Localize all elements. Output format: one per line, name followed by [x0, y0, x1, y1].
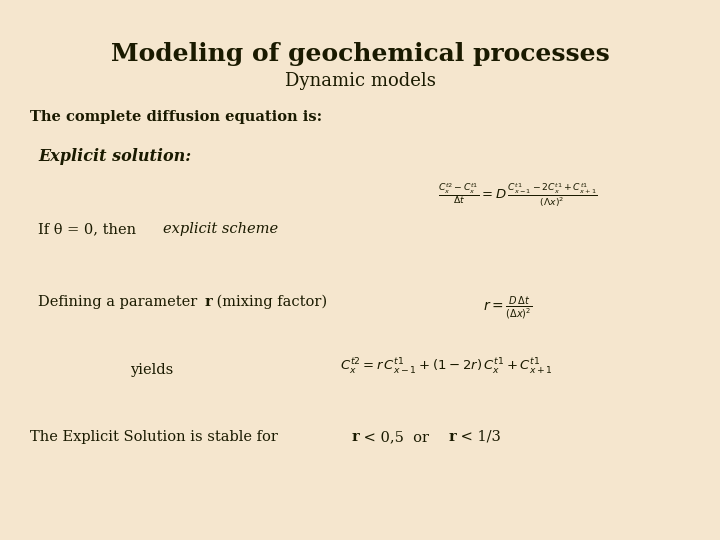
Text: < 0,5  or: < 0,5 or: [359, 430, 438, 444]
Text: r: r: [352, 430, 360, 444]
Text: Dynamic models: Dynamic models: [284, 72, 436, 90]
Text: The Explicit Solution is stable for: The Explicit Solution is stable for: [30, 430, 287, 444]
Text: The complete diffusion equation is:: The complete diffusion equation is:: [30, 110, 322, 124]
Text: (mixing factor): (mixing factor): [212, 295, 327, 309]
Text: yields: yields: [130, 363, 174, 377]
Text: r: r: [205, 295, 212, 309]
Text: explicit scheme: explicit scheme: [163, 222, 278, 236]
Text: $C_x^{t2} = r\,C_{x-1}^{t1} + (1-2r)\,C_x^{t1} + C_{x+1}^{t1}$: $C_x^{t2} = r\,C_{x-1}^{t1} + (1-2r)\,C_…: [340, 356, 552, 376]
Text: If θ = 0, then: If θ = 0, then: [38, 222, 140, 236]
Text: r: r: [449, 430, 456, 444]
Text: < 1/3: < 1/3: [456, 430, 501, 444]
Text: Modeling of geochemical processes: Modeling of geochemical processes: [111, 42, 609, 66]
Text: Defining a parameter: Defining a parameter: [38, 295, 202, 309]
Text: Explicit solution:: Explicit solution:: [38, 148, 191, 165]
Text: $\frac{C_x^{t2} - C_x^{t1}}{\Delta t} = D\,\frac{C_{x-1}^{t1} - 2C_x^{t1} + C_{x: $\frac{C_x^{t2} - C_x^{t1}}{\Delta t} = …: [438, 181, 598, 209]
Text: $r = \frac{D\,\Delta t}{(\Delta x)^2}$: $r = \frac{D\,\Delta t}{(\Delta x)^2}$: [483, 295, 533, 322]
